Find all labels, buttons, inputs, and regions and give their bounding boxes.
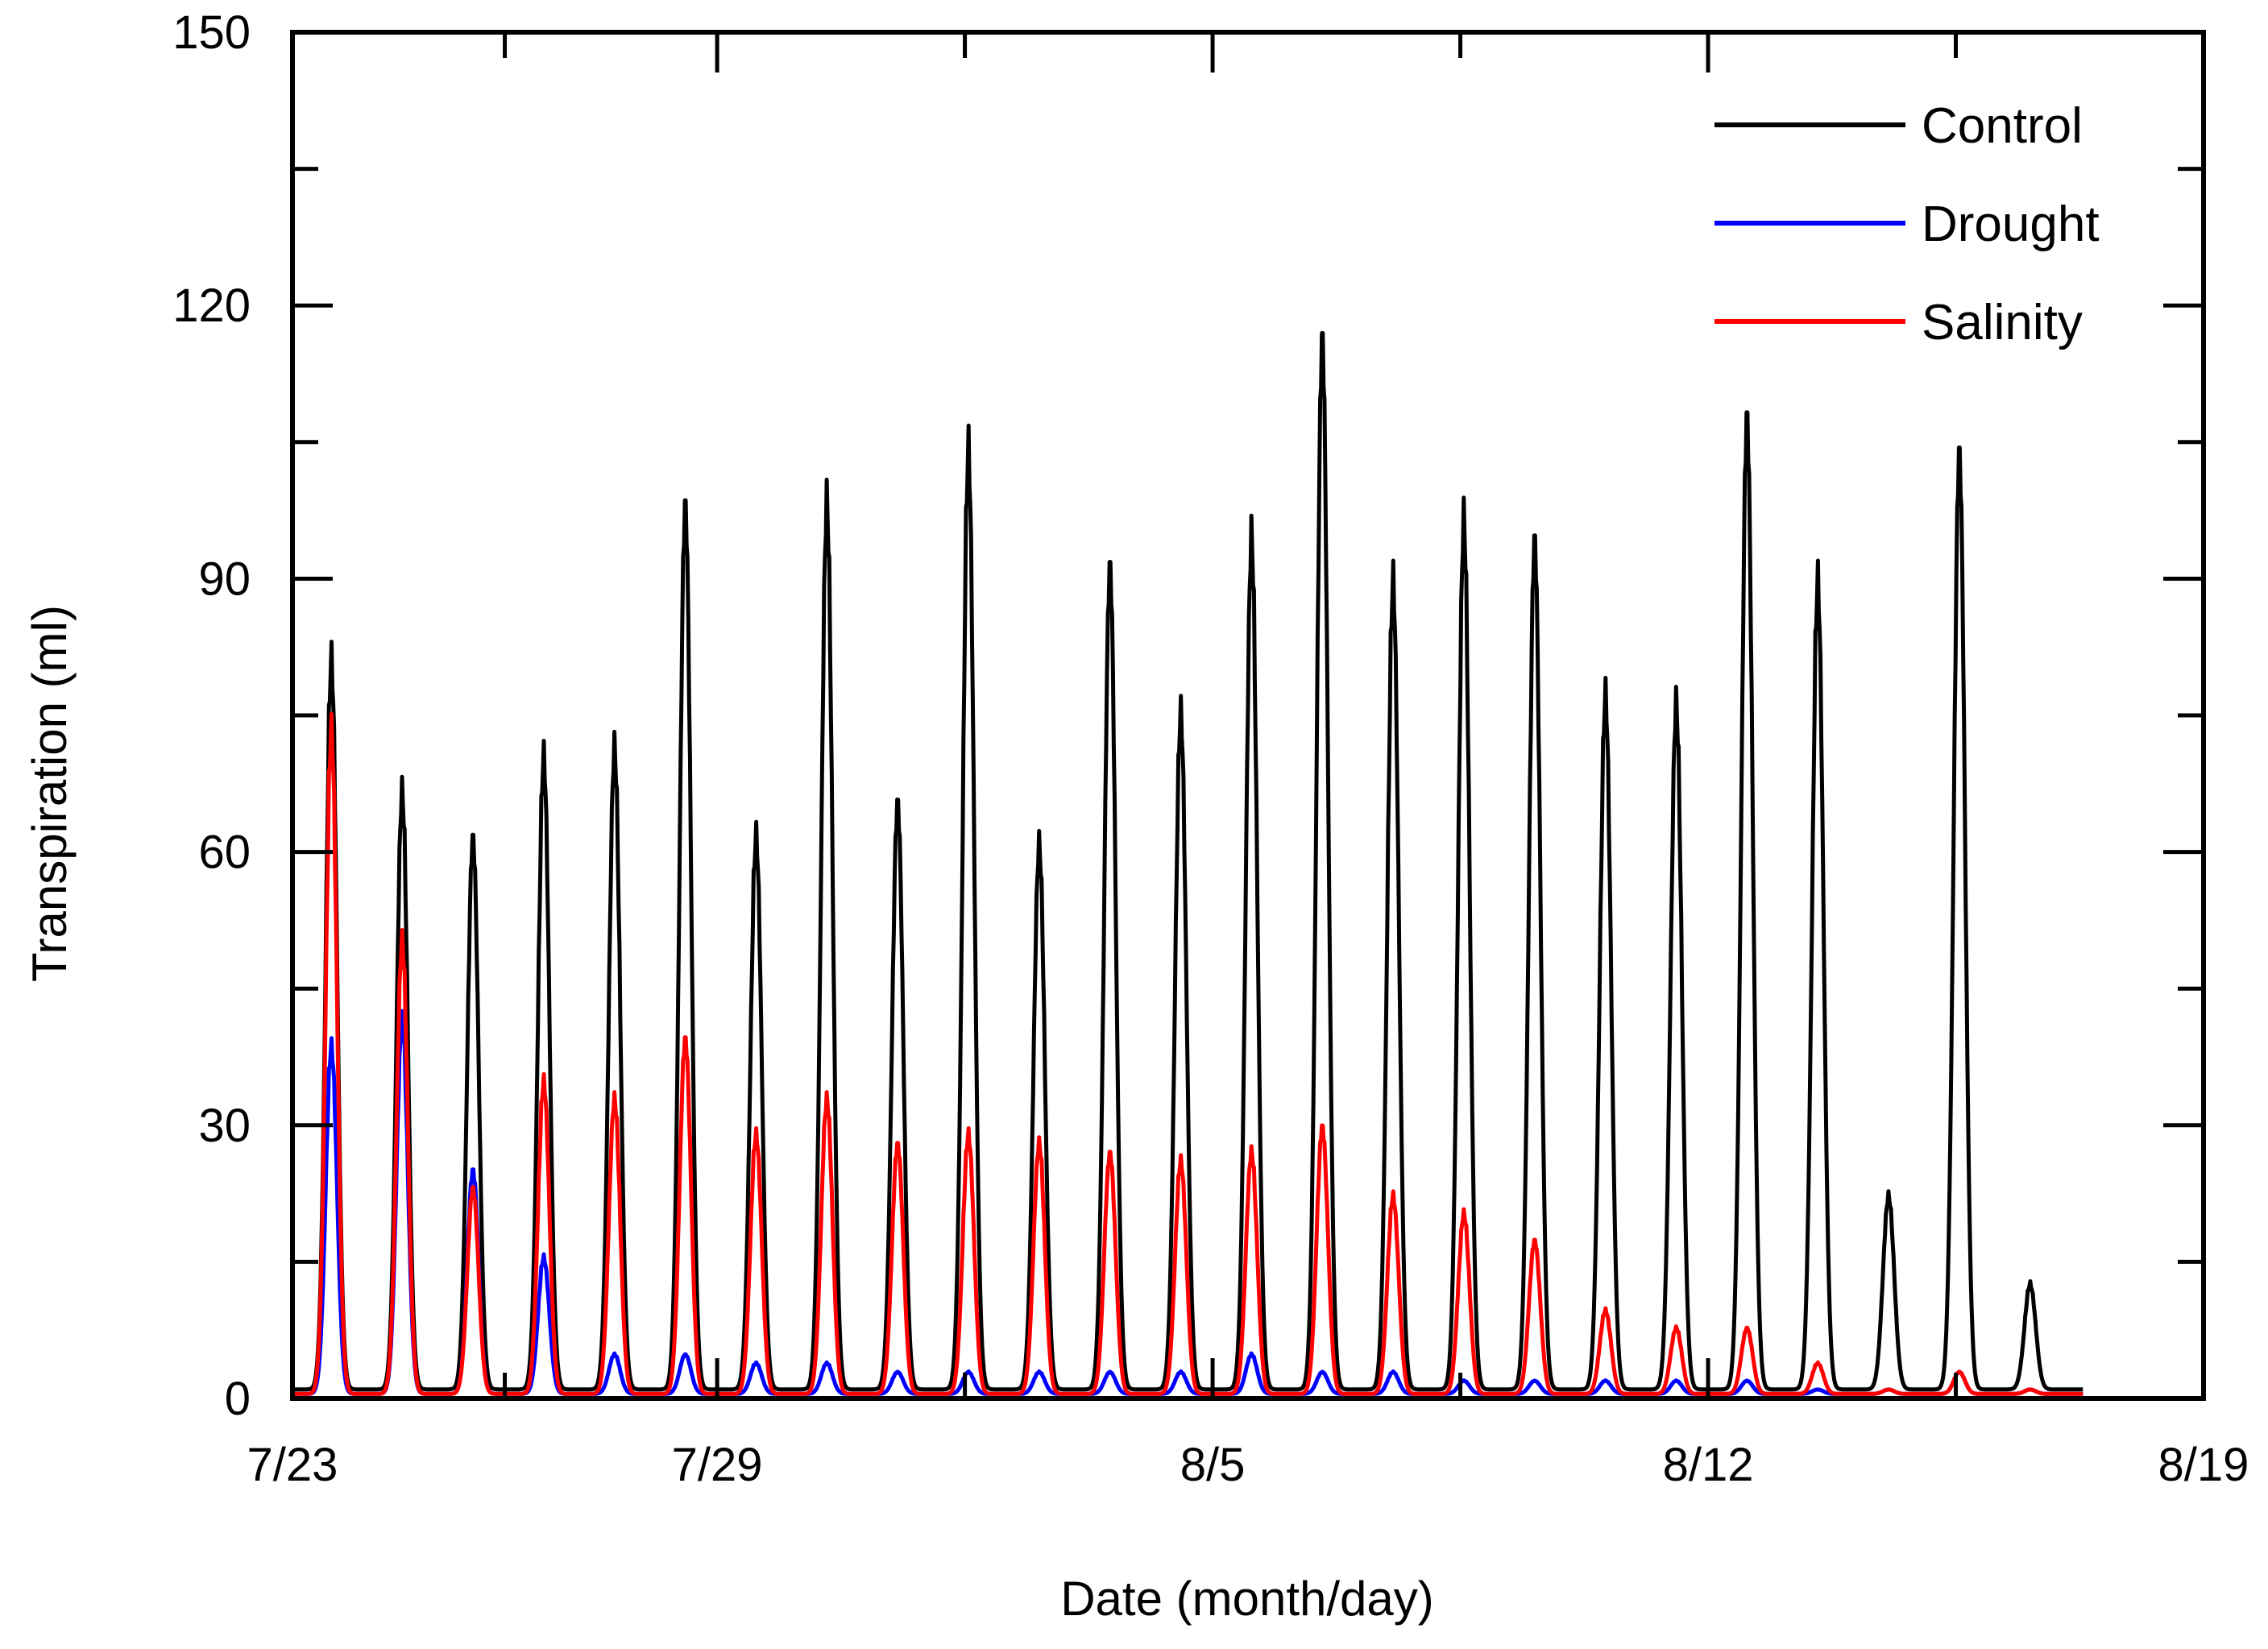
series-layer: [291, 331, 2084, 1396]
y-tick-label: 150: [172, 6, 251, 59]
legend-label-control: Control: [1922, 98, 2083, 154]
y-axis-title: Transpiration (ml): [23, 605, 77, 982]
y-tick-label: 120: [172, 280, 251, 332]
x-tick-label: 7/23: [247, 1439, 338, 1491]
legend: Control Drought Salinity: [1714, 98, 2100, 350]
x-tick-label: 7/29: [672, 1439, 763, 1491]
y-tick-label: 90: [198, 553, 251, 605]
y-tick-label: 30: [198, 1100, 251, 1152]
x-axis-title: Date (month/day): [1060, 1572, 1434, 1626]
x-tick-label: 8/12: [1663, 1439, 1754, 1491]
axes-layer: 0 30 60 90 120 150 7/23 7/29 8/5 8/12 8/19: [172, 6, 2249, 1491]
series-line-control: [291, 331, 2084, 1392]
y-tick-label: 0: [225, 1373, 251, 1425]
y-tick-label: 60: [198, 827, 251, 879]
legend-label-salinity: Salinity: [1922, 295, 2083, 350]
series-line-salinity: [291, 711, 2084, 1396]
x-tick-label: 8/19: [2158, 1439, 2249, 1491]
x-tick-label: 8/5: [1180, 1439, 1246, 1491]
legend-label-drought: Drought: [1922, 197, 2100, 252]
